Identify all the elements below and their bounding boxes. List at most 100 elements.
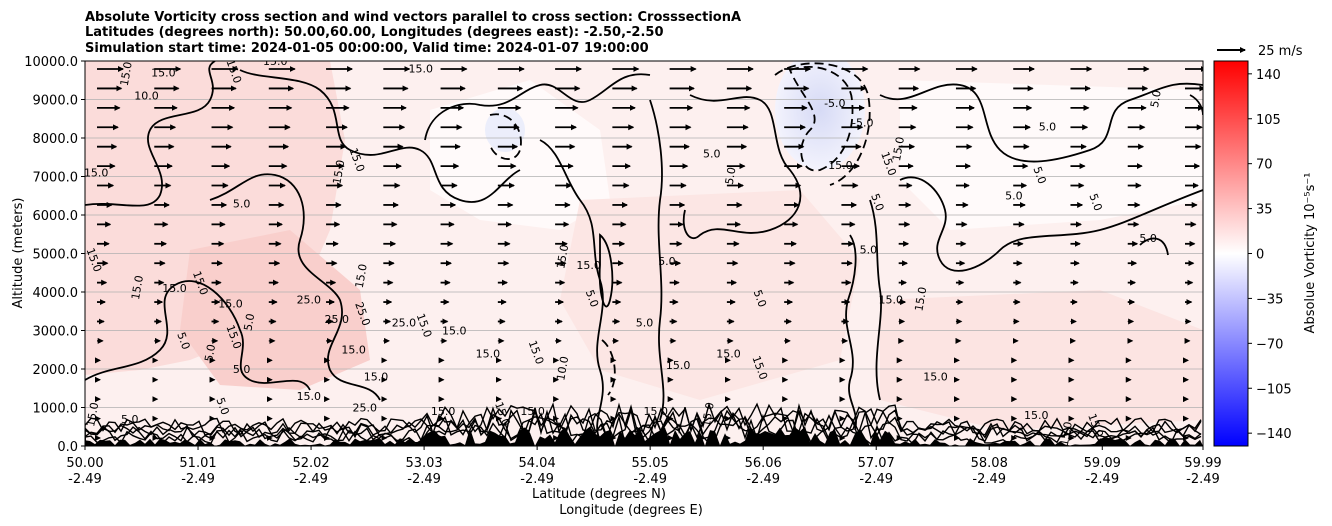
contour-line-right-mid — [899, 176, 1203, 272]
contour-label: 15.0 — [151, 66, 176, 79]
contour-label: 25.0 — [353, 401, 378, 414]
surface-contour — [85, 402, 1202, 444]
contour-label: 5.0 — [636, 317, 654, 330]
x-tick-label-lon: -2.49 — [1186, 472, 1220, 487]
contour-line-dashed-low — [601, 339, 616, 396]
contour-label: 5.0 — [723, 166, 739, 185]
x-tick-label-lat: 50.00 — [66, 456, 103, 471]
contour-line-dashed-blob — [788, 65, 854, 172]
colorbar-gradient — [1213, 60, 1249, 447]
y-axis-ticks: 0.0 1000.0 2000.0 3000.0 4000.0 5000.0 6000.0 7… — [24, 55, 85, 455]
contour-label: 15.0 — [162, 282, 187, 295]
contour-label: 15.0 — [408, 63, 433, 76]
contour-label: 15.0 — [476, 347, 501, 360]
contour-label: 15.0 — [890, 136, 907, 162]
contour-label: 15.0 — [431, 405, 456, 418]
contour-line-dashed-small — [489, 113, 522, 160]
y-tick-label: 9000.0 — [33, 94, 79, 109]
x-axis-label-latitude: Latitude (degrees N) — [532, 487, 666, 502]
contour-label: 15.0 — [118, 61, 135, 87]
field-patch-mid — [560, 190, 860, 400]
contour-label: 15.0 — [912, 286, 929, 312]
contour-label: 5.0 — [213, 396, 231, 417]
colorbar-tick-label: 0 — [1256, 248, 1264, 263]
chart-title-line-1: Absolute Vorticity cross section and win… — [85, 10, 741, 25]
contour-label: 5.0 — [751, 288, 769, 309]
surface-contours — [85, 402, 1203, 446]
contour-label: 5.0 — [1139, 232, 1157, 245]
chart-title-line-3: Simulation start time: 2024-01-05 00:00:… — [85, 41, 649, 56]
x-tick-label-lat: 52.02 — [292, 456, 329, 471]
contour-label: 15.0 — [700, 401, 717, 427]
contour-label: 25.0 — [297, 294, 322, 307]
colorbar-ticks: 140 105 70 35 0 −35 −70 −105 −140 — [1248, 68, 1292, 442]
contour-label: 5.0 — [1086, 192, 1104, 213]
contour-line-left-upper — [85, 61, 216, 207]
chart-title-line-2: Latitudes (degrees north): 50.00,60.00, … — [85, 25, 664, 40]
contour-label: 15.0 — [1058, 421, 1075, 447]
colorbar-tick-label: 140 — [1256, 68, 1281, 83]
contour-label: 15.0 — [1024, 409, 1049, 422]
y-tick-label: 0.0 — [57, 440, 78, 455]
x-axis-ticks: 50.00-2.4951.01-2.4952.02-2.4953.03-2.49… — [66, 446, 1222, 487]
contour-label: 5.0 — [1039, 120, 1057, 133]
colorbar-tick-label: −35 — [1256, 292, 1283, 307]
x-tick-label-lat: 53.03 — [405, 456, 442, 471]
contour-line-upper-a — [239, 69, 521, 203]
contour-label: 5.0 — [202, 343, 218, 362]
contour-label: 5.0 — [242, 312, 258, 331]
colorbar-tick-label: −105 — [1256, 382, 1292, 397]
colorbar-tick-label: −140 — [1256, 427, 1292, 442]
x-tick-label-lon: -2.49 — [1085, 472, 1119, 487]
contour-line-mid-right — [682, 94, 802, 240]
contour-lines — [85, 61, 1203, 441]
contour-label: 15.0 — [716, 347, 741, 360]
x-tick-label-lon: -2.49 — [633, 472, 667, 487]
contour-label: 15.0 — [341, 344, 366, 357]
colorbar-tick-label: 35 — [1256, 203, 1273, 218]
x-tick-label-lat: 59.99 — [1184, 456, 1221, 471]
surface-contour — [85, 406, 1202, 444]
y-tick-label: 5000.0 — [33, 248, 79, 263]
y-tick-label: 1000.0 — [33, 402, 79, 417]
contour-label: 15.0 — [218, 297, 243, 310]
y-axis-label: Altitude (meters) — [11, 198, 26, 309]
contour-line-left-lower — [85, 280, 311, 391]
x-tick-label-lat: 58.08 — [971, 456, 1008, 471]
contour-label: 25.0 — [325, 313, 350, 326]
x-tick-label-lon: -2.49 — [181, 472, 215, 487]
x-axis-label-longitude: Longitude (degrees E) — [559, 503, 703, 518]
x-tick-label-lon: -2.49 — [407, 472, 441, 487]
contour-line-center-loop — [598, 233, 614, 308]
contour-label: 5.0 — [233, 197, 251, 210]
x-tick-label-lat: 51.01 — [179, 456, 216, 471]
x-tick-label-lon: -2.49 — [294, 472, 328, 487]
y-tick-label: 10000.0 — [24, 55, 78, 70]
contour-label: 5.0 — [1030, 165, 1048, 186]
colorbar-tick-label: 70 — [1256, 158, 1273, 173]
field-patch-white-right — [900, 80, 1203, 230]
contour-label: 5.0 — [233, 363, 251, 376]
x-tick-label-lon: -2.49 — [746, 472, 780, 487]
x-tick-label-lon: -2.49 — [68, 472, 102, 487]
contour-label: 5.0 — [174, 330, 192, 351]
contour-label: 5.0 — [860, 244, 878, 257]
contour-label: 5.0 — [703, 147, 721, 160]
colorbar-tick-label: −70 — [1256, 337, 1283, 352]
contour-line-right-upper — [879, 82, 1203, 163]
contour-label: 10.0 — [554, 355, 571, 381]
contour-line-right-vert-2 — [869, 199, 882, 401]
x-tick-label-lat: 59.09 — [1084, 456, 1121, 471]
x-tick-label-lat: 57.07 — [858, 456, 895, 471]
contour-label: 15.0 — [263, 55, 288, 68]
quiver-key: 25 m/s — [1217, 44, 1303, 59]
contour-line-right-hook — [1139, 237, 1169, 256]
contour-label: 15.0 — [84, 167, 109, 180]
grid-lines — [85, 99, 1203, 408]
contour-label: -5.0 — [824, 97, 845, 110]
terrain-fill — [85, 426, 1203, 446]
contour-label: 15.0 — [828, 159, 853, 172]
field-patch-white-upper — [430, 80, 610, 230]
y-tick-label: 4000.0 — [33, 286, 79, 301]
